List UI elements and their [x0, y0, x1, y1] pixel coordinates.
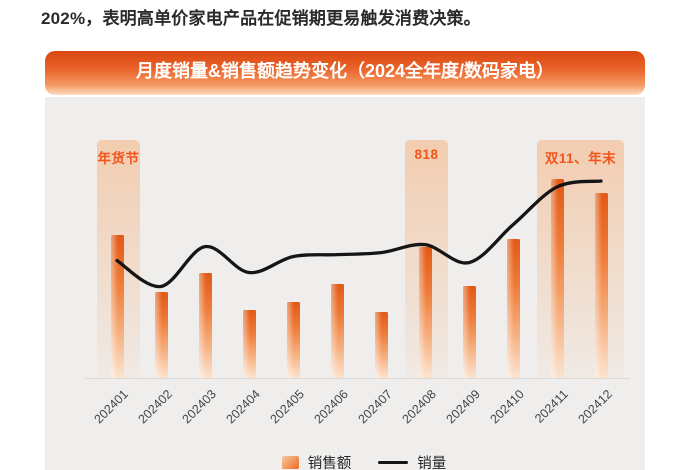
sales-volume-legend-label: 销量	[417, 456, 447, 470]
bar-202412	[595, 193, 608, 378]
chart-plot-area: 年货节 818 双11、年末 202401 202402 202403 202404 2024…	[45, 97, 645, 470]
chart-panel: 年货节 818 双11、年末 202401 202402 202403 202404 2024…	[45, 97, 645, 470]
bar-202402	[155, 292, 168, 378]
chart-title: 月度销量&销售额趋势变化（2024全年度/数码家电）	[135, 61, 555, 81]
chart-title-banner: 月度销量&销售额趋势变化（2024全年度/数码家电）	[45, 51, 645, 95]
annotation-label-0: 年货节	[97, 151, 140, 166]
bar-202406	[331, 284, 344, 378]
bar-202404	[243, 310, 256, 378]
bar-202410	[507, 239, 520, 378]
intro-text: 202%，表明高单价家电产品在促销期更易触发消费决策。	[41, 9, 481, 28]
sales-volume-legend-line	[378, 460, 409, 465]
chart-legend: 销售额 销量	[45, 452, 645, 470]
bar-202405	[287, 302, 300, 378]
bar-202401	[111, 235, 124, 378]
annotation-label-2: 双11、年末	[544, 151, 617, 166]
sales-volume-trend-line	[115, 179, 603, 289]
bar-202408	[419, 247, 432, 378]
bar-202403	[199, 273, 212, 378]
bar-202407	[375, 312, 388, 378]
sales-amount-legend-label: 销售额	[307, 456, 352, 470]
annotation-label-1: 818	[414, 147, 439, 162]
bar-202411	[551, 179, 564, 378]
bar-202409	[463, 286, 476, 378]
x-axis-line	[85, 378, 630, 379]
sales-amount-legend-swatch	[281, 456, 299, 469]
